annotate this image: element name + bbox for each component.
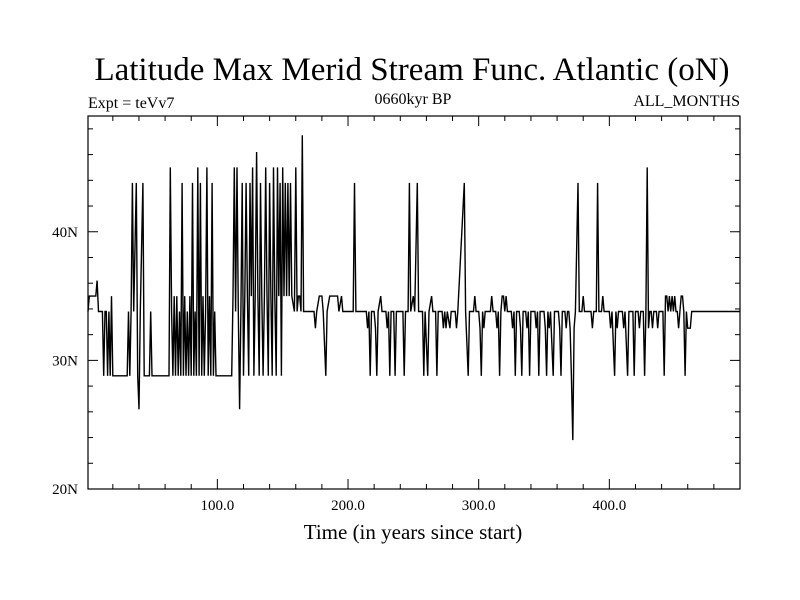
x-tick-label: 300.0 [462,498,496,514]
x-axis-label: Time (in years since start) [304,520,523,544]
y-tick-label: 40N [52,225,78,241]
y-tick-label: 30N [52,353,78,369]
x-tick-label: 100.0 [200,498,234,514]
x-tick-label: 200.0 [331,498,365,514]
subtitle-center: 0660kyr BP [375,91,452,108]
series-line-0 [88,135,740,440]
x-tick-label: 400.0 [592,498,626,514]
chart-title: Latitude Max Merid Stream Func. Atlantic… [94,52,729,88]
plot-area: 100.0 200.0 300.0 400.0 20N 30N 40N [52,116,740,514]
subtitle-left: Expt = teVv7 [88,95,174,112]
y-tick-label: 20N [52,482,78,498]
subtitle-right: ALL_MONTHS [633,93,740,110]
